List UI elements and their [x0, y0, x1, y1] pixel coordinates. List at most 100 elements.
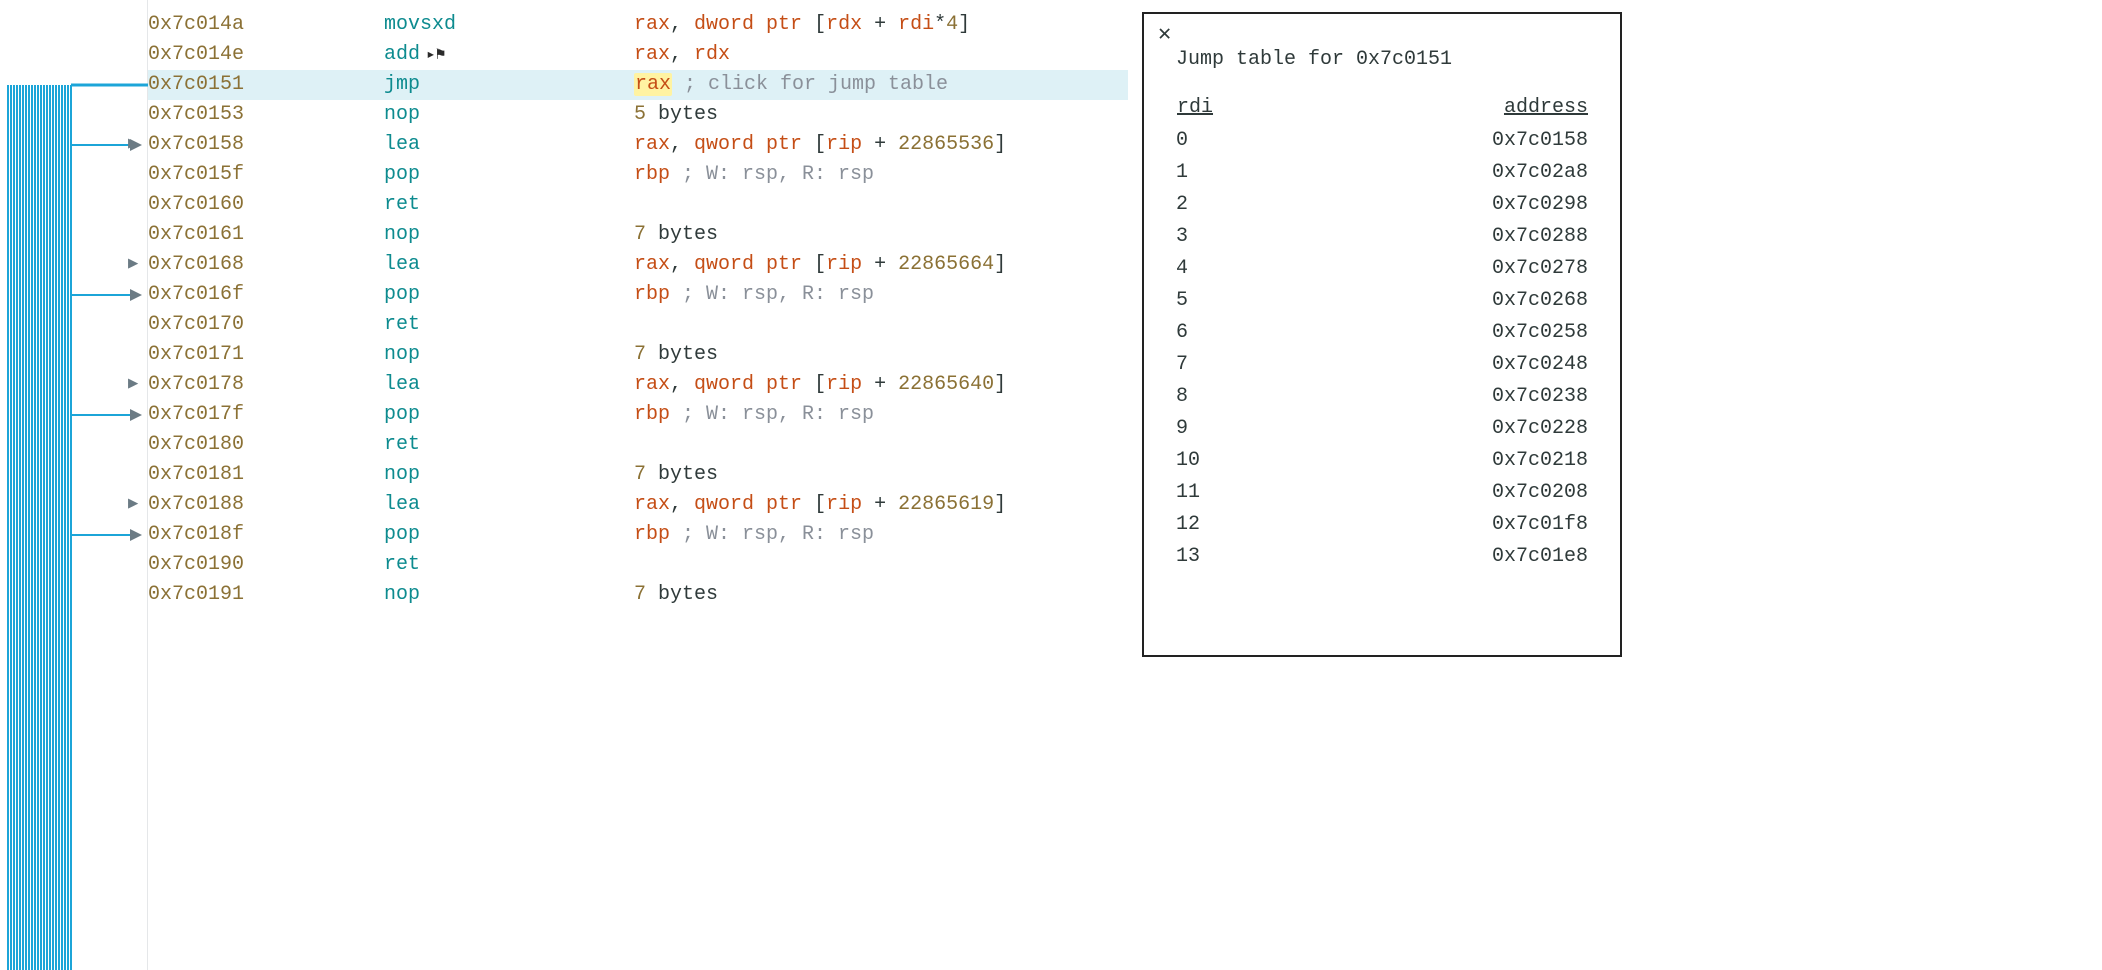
disasm-row[interactable]: 0x7c016fpoprbp ; W: rsp, R: rsp: [148, 280, 1128, 310]
address[interactable]: 0x7c0160: [148, 190, 384, 220]
address[interactable]: 0x7c014e: [148, 40, 384, 70]
address[interactable]: 0x7c0190: [148, 550, 384, 580]
jump-table-address[interactable]: 0x7c01e8: [1316, 541, 1616, 573]
jump-table-index: 8: [1176, 381, 1316, 413]
address[interactable]: 0x7c0188: [148, 490, 384, 520]
operands[interactable]: 7 bytes: [634, 460, 1128, 490]
address[interactable]: 0x7c0181: [148, 460, 384, 490]
step-flag-icon[interactable]: ▸⚑: [426, 46, 445, 64]
disasm-row[interactable]: 0x7c0153nop5 bytes: [148, 100, 1128, 130]
operands[interactable]: rax ; click for jump table: [634, 70, 1128, 100]
jump-table-address[interactable]: 0x7c0288: [1316, 221, 1616, 253]
disasm-row[interactable]: 0x7c0190ret: [148, 550, 1128, 580]
mnemonic: nop: [384, 580, 634, 610]
address[interactable]: 0x7c0151: [148, 70, 384, 100]
disasm-row[interactable]: 0x7c014eadd▸⚑rax, rdx: [148, 40, 1128, 70]
jump-table-row[interactable]: 60x7c0258: [1176, 317, 1616, 349]
operands[interactable]: 5 bytes: [634, 100, 1128, 130]
jump-table-address[interactable]: 0x7c02a8: [1316, 157, 1616, 189]
address[interactable]: 0x7c015f: [148, 160, 384, 190]
jump-table-address[interactable]: 0x7c0278: [1316, 253, 1616, 285]
address[interactable]: 0x7c014a: [148, 10, 384, 40]
jump-table-row[interactable]: 00x7c0158: [1176, 125, 1616, 157]
operands[interactable]: 7 bytes: [634, 220, 1128, 250]
address[interactable]: 0x7c0171: [148, 340, 384, 370]
jump-table-address[interactable]: 0x7c0158: [1316, 125, 1616, 157]
operand-token-punc: ]: [994, 253, 1006, 276]
disasm-row[interactable]: ▶0x7c0168learax, qword ptr [rip + 228656…: [148, 250, 1128, 280]
address[interactable]: 0x7c0180: [148, 430, 384, 460]
jump-table-row[interactable]: 40x7c0278: [1176, 253, 1616, 285]
address[interactable]: 0x7c0178: [148, 370, 384, 400]
mnemonic: pop: [384, 160, 634, 190]
disasm-row[interactable]: 0x7c018fpoprbp ; W: rsp, R: rsp: [148, 520, 1128, 550]
address[interactable]: 0x7c0161: [148, 220, 384, 250]
operands[interactable]: rbp ; W: rsp, R: rsp: [634, 160, 1128, 190]
operands[interactable]: rbp ; W: rsp, R: rsp: [634, 400, 1128, 430]
operands[interactable]: rax, rdx: [634, 40, 1128, 70]
jump-table-row[interactable]: 80x7c0238: [1176, 381, 1616, 413]
disasm-row[interactable]: 0x7c0191nop7 bytes: [148, 580, 1128, 610]
disasm-row[interactable]: 0x7c017fpoprbp ; W: rsp, R: rsp: [148, 400, 1128, 430]
operands[interactable]: rbp ; W: rsp, R: rsp: [634, 280, 1128, 310]
operand-token-punc: ]: [994, 133, 1006, 156]
close-icon[interactable]: ✕: [1158, 24, 1602, 46]
jump-target-arrow-icon: ▶: [128, 250, 146, 280]
jump-table-address[interactable]: 0x7c0218: [1316, 445, 1616, 477]
operands[interactable]: rax, qword ptr [rip + 22865536]: [634, 130, 1128, 160]
jump-table-address[interactable]: 0x7c01f8: [1316, 509, 1616, 541]
jump-table-address[interactable]: 0x7c0268: [1316, 285, 1616, 317]
address[interactable]: 0x7c0158: [148, 130, 384, 160]
operands[interactable]: rax, qword ptr [rip + 22865664]: [634, 250, 1128, 280]
jump-line-gutter: [0, 0, 148, 970]
disasm-row[interactable]: 0x7c0171nop7 bytes: [148, 340, 1128, 370]
jump-table-row[interactable]: 120x7c01f8: [1176, 509, 1616, 541]
jump-table-row[interactable]: 50x7c0268: [1176, 285, 1616, 317]
disasm-row[interactable]: 0x7c0161nop7 bytes: [148, 220, 1128, 250]
disasm-row[interactable]: ▶0x7c0158learax, qword ptr [rip + 228655…: [148, 130, 1128, 160]
address[interactable]: 0x7c0191: [148, 580, 384, 610]
jump-table-row[interactable]: 110x7c0208: [1176, 477, 1616, 509]
mnemonic: lea: [384, 370, 634, 400]
operands[interactable]: rax, dword ptr [rdx + rdi*4]: [634, 10, 1128, 40]
disasm-row[interactable]: 0x7c0160ret: [148, 190, 1128, 220]
jump-table-row[interactable]: 70x7c0248: [1176, 349, 1616, 381]
operands[interactable]: rbp ; W: rsp, R: rsp: [634, 520, 1128, 550]
jump-table-address[interactable]: 0x7c0228: [1316, 413, 1616, 445]
address[interactable]: 0x7c0170: [148, 310, 384, 340]
operands[interactable]: 7 bytes: [634, 580, 1128, 610]
operand-token-num: 22865664: [898, 253, 994, 276]
disasm-row[interactable]: 0x7c0180ret: [148, 430, 1128, 460]
jump-table-row[interactable]: 130x7c01e8: [1176, 541, 1616, 573]
jump-table-address[interactable]: 0x7c0238: [1316, 381, 1616, 413]
disasm-row[interactable]: ▶0x7c0178learax, qword ptr [rip + 228656…: [148, 370, 1128, 400]
operands[interactable]: rax, qword ptr [rip + 22865640]: [634, 370, 1128, 400]
disasm-row[interactable]: 0x7c0151jmprax ; click for jump table: [148, 70, 1128, 100]
disasm-row[interactable]: ▶0x7c0188learax, qword ptr [rip + 228656…: [148, 490, 1128, 520]
address[interactable]: 0x7c017f: [148, 400, 384, 430]
disasm-row[interactable]: 0x7c0181nop7 bytes: [148, 460, 1128, 490]
jump-table-address[interactable]: 0x7c0208: [1316, 477, 1616, 509]
operands[interactable]: rax, qword ptr [rip + 22865619]: [634, 490, 1128, 520]
jump-table-address[interactable]: 0x7c0258: [1316, 317, 1616, 349]
operand-token-ptr: qword ptr: [694, 133, 802, 156]
address[interactable]: 0x7c0153: [148, 100, 384, 130]
operand-token-bytes: bytes: [646, 583, 718, 606]
address[interactable]: 0x7c018f: [148, 520, 384, 550]
operands[interactable]: 7 bytes: [634, 340, 1128, 370]
address[interactable]: 0x7c0168: [148, 250, 384, 280]
jump-table-row[interactable]: 90x7c0228: [1176, 413, 1616, 445]
mnemonic: jmp: [384, 70, 634, 100]
jump-table-address[interactable]: 0x7c0298: [1316, 189, 1616, 221]
operand-token-ptr: qword ptr: [694, 253, 802, 276]
disasm-row[interactable]: 0x7c015fpoprbp ; W: rsp, R: rsp: [148, 160, 1128, 190]
jump-table-row[interactable]: 30x7c0288: [1176, 221, 1616, 253]
disasm-row[interactable]: 0x7c0170ret: [148, 310, 1128, 340]
jump-table-row[interactable]: 20x7c0298: [1176, 189, 1616, 221]
jump-table-address[interactable]: 0x7c0248: [1316, 349, 1616, 381]
disassembly-listing: 0x7c014amovsxdrax, dword ptr [rdx + rdi*…: [148, 0, 1128, 970]
address[interactable]: 0x7c016f: [148, 280, 384, 310]
disasm-row[interactable]: 0x7c014amovsxdrax, dword ptr [rdx + rdi*…: [148, 10, 1128, 40]
jump-table-row[interactable]: 100x7c0218: [1176, 445, 1616, 477]
jump-table-row[interactable]: 10x7c02a8: [1176, 157, 1616, 189]
